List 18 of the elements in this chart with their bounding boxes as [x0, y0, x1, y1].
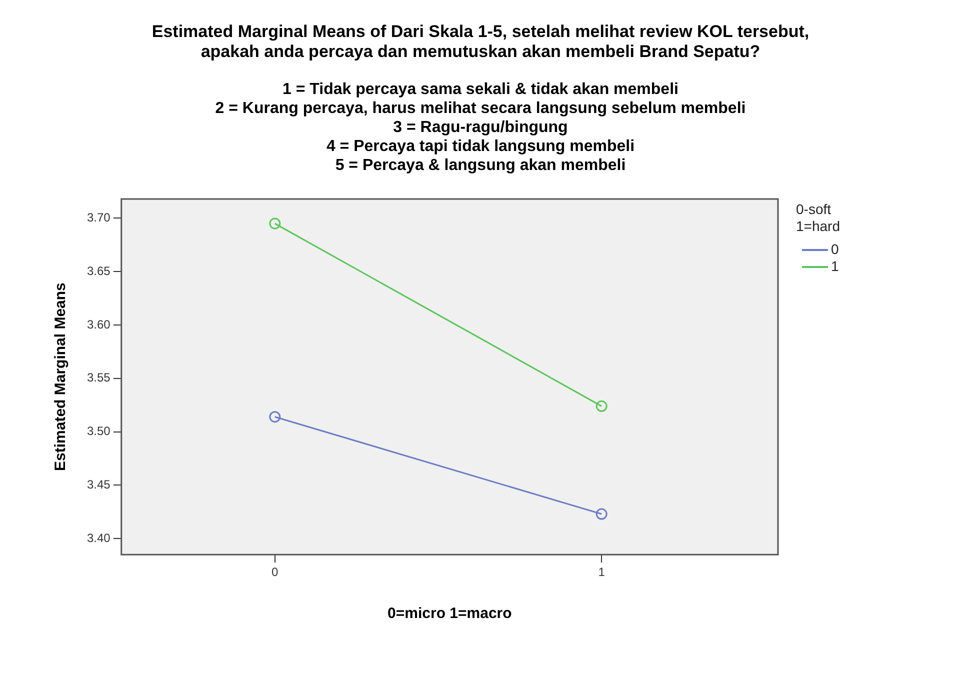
y-tick-label: 3.65 [86, 264, 111, 278]
legend-title: 0-soft 1=hard [796, 201, 840, 235]
point [596, 400, 608, 412]
y-axis-title: Estimated Marginal Means [52, 282, 70, 471]
point [269, 411, 281, 423]
y-tick-label: 3.45 [86, 478, 111, 492]
y-tick-label: 3.70 [86, 210, 111, 225]
point [269, 218, 281, 230]
x-axis-title: 0=micro 1=macro [388, 605, 512, 622]
y-tick-label: 3.55 [86, 370, 111, 385]
y-tick-label: 3.60 [86, 317, 111, 332]
legend-label: 1 [831, 258, 839, 275]
chart-subtitle: 1 = Tidak percaya sama sekali & tidak akan membeli 2 = Kurang percaya, harus melihat secara langsung sebelum membeli 3 = Ragu-ragu/bingung 4 = Percaya tapi tidak langsung membeli 5 = Percaya & langsung akan membeli [214, 80, 747, 175]
y-tick-label: 3.40 [86, 530, 111, 545]
y-tick-label: 3.50 [86, 424, 111, 438]
legend-label: 0 [831, 241, 839, 258]
point [596, 508, 608, 520]
chart-title: Estimated Marginal Means of Dari Skala 1-5, setelah melihat review KOL tersebut, apakah anda percaya dan memutuskan akan membeli Brand Sepatu? [150, 22, 810, 62]
